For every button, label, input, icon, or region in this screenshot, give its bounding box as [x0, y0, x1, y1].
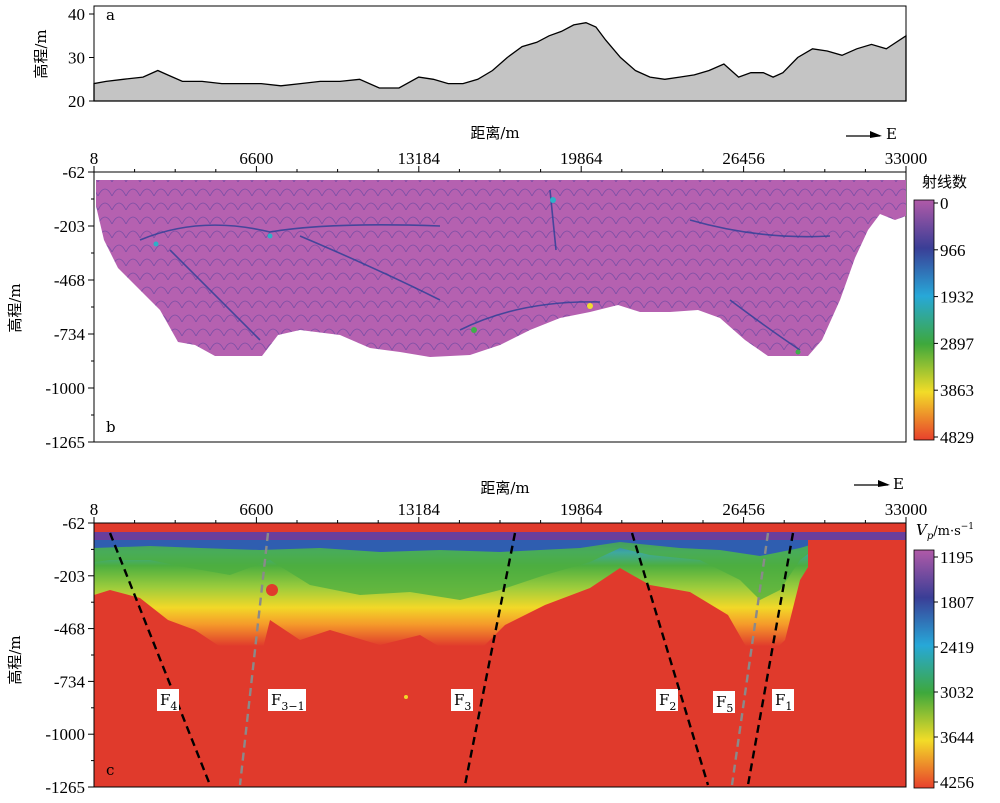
- fault-label-box: [772, 689, 794, 711]
- colorbar-tick-label: 1807: [940, 593, 975, 612]
- colorbar-tick-label: 3863: [940, 381, 974, 400]
- y-tick-label: -734: [54, 325, 86, 344]
- fault-lines: [108, 532, 795, 786]
- y-tick-label: -468: [54, 620, 85, 639]
- fault-line-f1: [746, 532, 795, 786]
- panel-b-label: b: [106, 418, 116, 436]
- panel-b-y-ticks: -62 -203 -468 -734 -1000 -1265: [45, 163, 94, 452]
- fault-label: F5: [716, 693, 733, 715]
- colorbar-c-ticks: 1195 1807 2419 3032 3644 4256: [934, 548, 975, 792]
- direction-label-c: E: [893, 475, 904, 493]
- x-tick-label: 6600: [239, 500, 273, 519]
- y-tick-label: -62: [62, 163, 85, 182]
- y-tick-label: 40: [68, 5, 85, 24]
- ray-density-overlay: [96, 180, 906, 357]
- panel-b-y-axis-label: 高程/m: [6, 283, 24, 332]
- velocity-field: [94, 523, 906, 787]
- panel-b: 距离/m E 8 6600 13184 19864 26456 33000: [6, 124, 975, 452]
- fault-label: F4: [160, 691, 177, 713]
- y-tick-label: -62: [62, 514, 85, 533]
- panel-c-y-axis-label: 高程/m: [6, 635, 24, 684]
- colorbar-c-title: Vp/m·s−1: [916, 521, 974, 542]
- panel-b-x-axis-title: 距离/m: [470, 124, 519, 142]
- direction-label-b: E: [886, 125, 897, 143]
- fault-label: F3−1: [271, 691, 305, 713]
- x-tick-label: 19864: [560, 500, 603, 519]
- fault-line-f4: [108, 532, 212, 786]
- colorbar-tick-label: 3644: [940, 728, 975, 747]
- fault-label-box: [656, 689, 678, 711]
- panel-c-x-axis-title: 距离/m: [480, 479, 529, 497]
- panel-c: 距离/m E 8 6600 13184 19864 26456 33000 F: [6, 475, 975, 797]
- fault-label: F3: [454, 691, 471, 713]
- x-tick-label: 8: [90, 149, 99, 168]
- panel-b-x-ticks: 8 6600 13184 19864 26456 33000: [90, 149, 928, 172]
- panel-c-label: c: [106, 761, 114, 779]
- colorbar-tick-label: 0: [940, 194, 949, 213]
- colorbar-tick-label: 2897: [940, 334, 975, 353]
- colorbar-b: [913, 199, 935, 441]
- y-tick-label: -734: [54, 672, 86, 691]
- panel-c-x-ticks: 8 6600 13184 19864 26456 33000: [90, 500, 928, 523]
- colorbar-tick-label: 1932: [940, 288, 974, 307]
- fault-line-f3: [463, 532, 517, 786]
- fault-label: F2: [659, 691, 676, 713]
- fault-line-f2: [630, 532, 710, 786]
- x-tick-label: 6600: [239, 149, 273, 168]
- fault-label-box: [268, 689, 306, 711]
- colorbar-b-ticks: 0 966 1932 2897 3863 4829: [934, 194, 975, 447]
- panel-a-y-ticks: 40 30 20: [68, 5, 94, 111]
- y-tick-label: 20: [68, 92, 85, 111]
- panel-a-label: a: [106, 6, 115, 24]
- x-tick-label: 33000: [885, 149, 928, 168]
- y-tick-label: -1000: [45, 379, 85, 398]
- panel-a: a 40 30 20 高程/m: [32, 5, 907, 111]
- x-tick-label: 26456: [722, 149, 765, 168]
- fault-label-box: [157, 689, 179, 711]
- elevation-area: [93, 22, 907, 102]
- colorbar-tick-label: 4829: [940, 428, 974, 447]
- y-tick-label: -203: [54, 567, 85, 586]
- colorbar-tick-label: 966: [940, 241, 966, 260]
- fault-labels: F4 F3−1 F3 F2 F5 F1: [157, 689, 794, 715]
- direction-arrow-b: E: [846, 125, 897, 143]
- colorbar-tick-label: 1195: [940, 548, 973, 567]
- y-tick-label: -468: [54, 271, 85, 290]
- x-tick-label: 13184: [398, 500, 441, 519]
- panel-a-y-axis-label: 高程/m: [32, 29, 50, 78]
- direction-arrow-c: E: [854, 475, 904, 493]
- colorbar-tick-label: 4256: [940, 773, 974, 792]
- fault-label-box: [713, 691, 735, 713]
- colorbar-tick-label: 3032: [940, 683, 974, 702]
- x-tick-label: 13184: [398, 149, 441, 168]
- y-tick-label: -1000: [45, 725, 85, 744]
- y-tick-label: -203: [54, 217, 85, 236]
- ray-focus-lines: [139, 189, 831, 351]
- fault-label: F1: [775, 691, 792, 713]
- ray-hotspots: [153, 197, 801, 355]
- x-tick-label: 19864: [560, 149, 603, 168]
- y-tick-label: -1265: [45, 778, 85, 797]
- x-tick-label: 26456: [722, 500, 765, 519]
- y-tick-label: -1265: [45, 433, 85, 452]
- colorbar-tick-label: 2419: [940, 638, 974, 657]
- fault-label-box: [451, 689, 473, 711]
- x-tick-label: 33000: [885, 500, 928, 519]
- colorbar-b-title: 射线数: [922, 173, 967, 191]
- fault-line-f3-1: [238, 532, 270, 786]
- fault-line-f5: [730, 532, 770, 786]
- colorbar-c: [913, 549, 935, 789]
- y-tick-label: 30: [68, 49, 85, 68]
- panel-c-y-ticks: -62 -203 -468 -734 -1000 -1265: [45, 514, 94, 797]
- x-tick-label: 8: [90, 500, 99, 519]
